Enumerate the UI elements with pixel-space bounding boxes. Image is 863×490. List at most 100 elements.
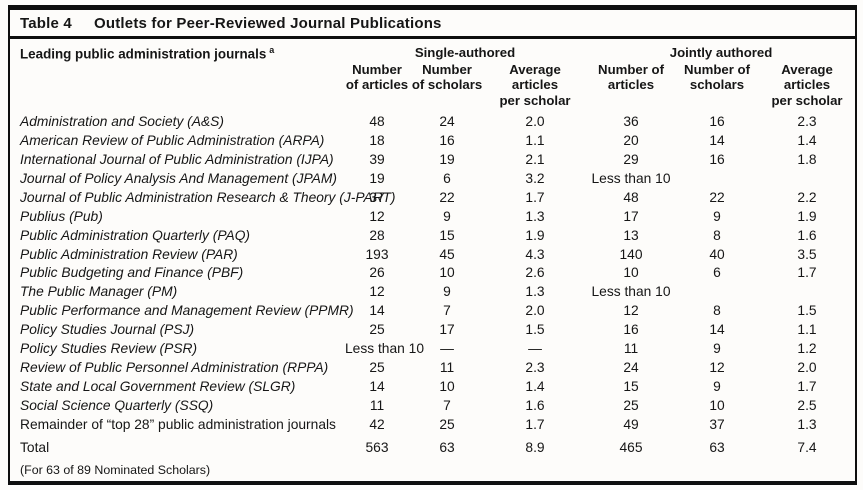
col-header-line: Number of <box>598 61 664 77</box>
table-number: Table 4 <box>20 15 72 32</box>
cell-value: 19 <box>439 152 455 168</box>
journal-row: American Review of Public Administration… <box>10 132 855 151</box>
cell-value: 39 <box>369 152 385 168</box>
cell-value: 6 <box>713 265 721 281</box>
cell-value: 14 <box>709 322 725 338</box>
col-header-line: Average articles <box>781 61 833 93</box>
journal-row: Journal of Public Administration Researc… <box>10 189 855 208</box>
cell-value: 13 <box>623 227 639 243</box>
journal-row: Public Performance and Management Review… <box>10 302 855 321</box>
journal-name: Journal of Public Administration Researc… <box>20 189 396 205</box>
col-header-line: of articles <box>345 77 409 93</box>
cell-value: 1.7 <box>525 189 545 205</box>
cell-value: 24 <box>439 114 455 130</box>
cell-value: 140 <box>619 246 643 262</box>
cell-value: 9 <box>713 378 721 394</box>
cell-value: 4.3 <box>525 246 545 262</box>
cell-value: 2.1 <box>525 152 545 168</box>
cell-value: 2.0 <box>525 303 545 319</box>
journal-name: Public Performance and Management Review… <box>20 303 354 319</box>
cell-value: 22 <box>709 189 725 205</box>
cell-value: 465 <box>619 440 643 456</box>
cell-value: 1.3 <box>797 416 817 432</box>
journal-rows: Administration and Society (A&S) 48 24 2.0 3… <box>10 113 855 458</box>
journal-row: Public Budgeting and Finance (PBF) 26 10 2.… <box>10 264 855 283</box>
cell-value: 24 <box>623 359 639 375</box>
cell-value: 10 <box>439 378 455 394</box>
journal-name: American Review of Public Administration… <box>20 133 325 149</box>
cell-value: 37 <box>709 416 725 432</box>
group-header-jointly-authored: Jointly authored <box>669 45 773 60</box>
cell-value: 25 <box>439 416 455 432</box>
cell-value: 48 <box>369 114 385 130</box>
table-border-box: Table 4 Outlets for Peer-Reviewed Journal… <box>8 5 857 485</box>
cell-value: 1.6 <box>797 227 817 243</box>
stub-column-header: Leading public administration journals a <box>10 39 345 113</box>
group-header-row: Leading public administration journals a … <box>10 39 855 61</box>
cell-value: 15 <box>439 227 455 243</box>
stub-header-note-marker: a <box>269 45 275 55</box>
col-header-line: Number <box>422 61 472 77</box>
cell-value: 1.5 <box>525 322 545 338</box>
cell-value: 63 <box>709 440 725 456</box>
col-header-ja-average: Average articles per scholar <box>757 61 855 114</box>
cell-value: 42 <box>369 416 385 432</box>
total-row: Total 563 63 8.9 465 63 7.4 <box>10 434 855 458</box>
journal-name: State and Local Government Review (SLGR) <box>20 378 296 394</box>
cell-value: 193 <box>365 246 389 262</box>
cell-value: 11 <box>623 341 639 356</box>
cell-value: 7.4 <box>797 440 817 456</box>
cell-value: 1.7 <box>525 416 545 432</box>
col-header-ja-articles: Number of articles <box>585 61 677 114</box>
cell-value <box>757 170 855 189</box>
cell-value: 1.2 <box>797 341 817 356</box>
journal-row: Policy Studies Journal (PSJ) 25 17 1.5 16 14 1… <box>10 321 855 340</box>
cell-value: 2.5 <box>797 397 817 413</box>
cell-value <box>677 283 757 302</box>
cell-value: 2.6 <box>525 265 545 281</box>
cell-value: 1.9 <box>797 208 817 224</box>
sample-note: (For 63 of 89 Nominated Scholars) <box>20 463 211 478</box>
col-header-line: Number <box>352 61 402 77</box>
journal-row: Administration and Society (A&S) 48 24 2.0 3… <box>10 113 855 132</box>
cell-value: 12 <box>709 359 725 375</box>
cell-value: 18 <box>369 133 385 149</box>
cell-value: 16 <box>439 133 455 149</box>
cell-value: 8.9 <box>525 440 545 456</box>
cell-value: 7 <box>443 303 451 319</box>
cell-value: 1.7 <box>797 378 817 394</box>
cell-value: 9 <box>443 208 451 224</box>
cell-value <box>677 170 757 189</box>
cell-value: 12 <box>623 303 639 319</box>
cell-value: 9 <box>713 341 721 356</box>
cell-value: 1.9 <box>525 227 545 243</box>
cell-value: 15 <box>623 378 639 394</box>
cell-value: 11 <box>439 359 455 375</box>
cell-value: 1.8 <box>797 152 817 168</box>
cell-value: 37 <box>369 189 385 205</box>
cell-value: 11 <box>369 397 385 413</box>
cell-value: 19 <box>369 170 385 186</box>
cell-value: 25 <box>369 322 385 338</box>
journal-row: Publius (Pub) 12 9 1.3 17 9 1.9 <box>10 208 855 227</box>
footnote-marker: a <box>20 481 25 485</box>
cell-value: 28 <box>369 227 385 243</box>
cell-value: 6 <box>443 170 451 186</box>
cell-value: 1.3 <box>525 284 545 300</box>
cell-value: 22 <box>439 189 455 205</box>
cell-value: 3.5 <box>797 246 817 262</box>
journal-row: Review of Public Personnel Administratio… <box>10 359 855 378</box>
cell-value: 9 <box>443 284 451 300</box>
cell-value: 40 <box>709 246 725 262</box>
journal-name: Public Administration Quarterly (PAQ) <box>20 227 251 243</box>
cell-value: 17 <box>439 322 455 338</box>
cell-value <box>757 283 855 302</box>
cell-value: 2.3 <box>797 114 817 130</box>
stub-header-label: Leading public administration journals <box>20 46 267 62</box>
cell-value: 9 <box>713 208 721 224</box>
journal-name: Social Science Quarterly (SSQ) <box>20 397 214 413</box>
cell-value: 36 <box>623 114 639 130</box>
journal-row: International Journal of Public Administ… <box>10 151 855 170</box>
journal-name: Public Administration Review (PAR) <box>20 246 238 262</box>
